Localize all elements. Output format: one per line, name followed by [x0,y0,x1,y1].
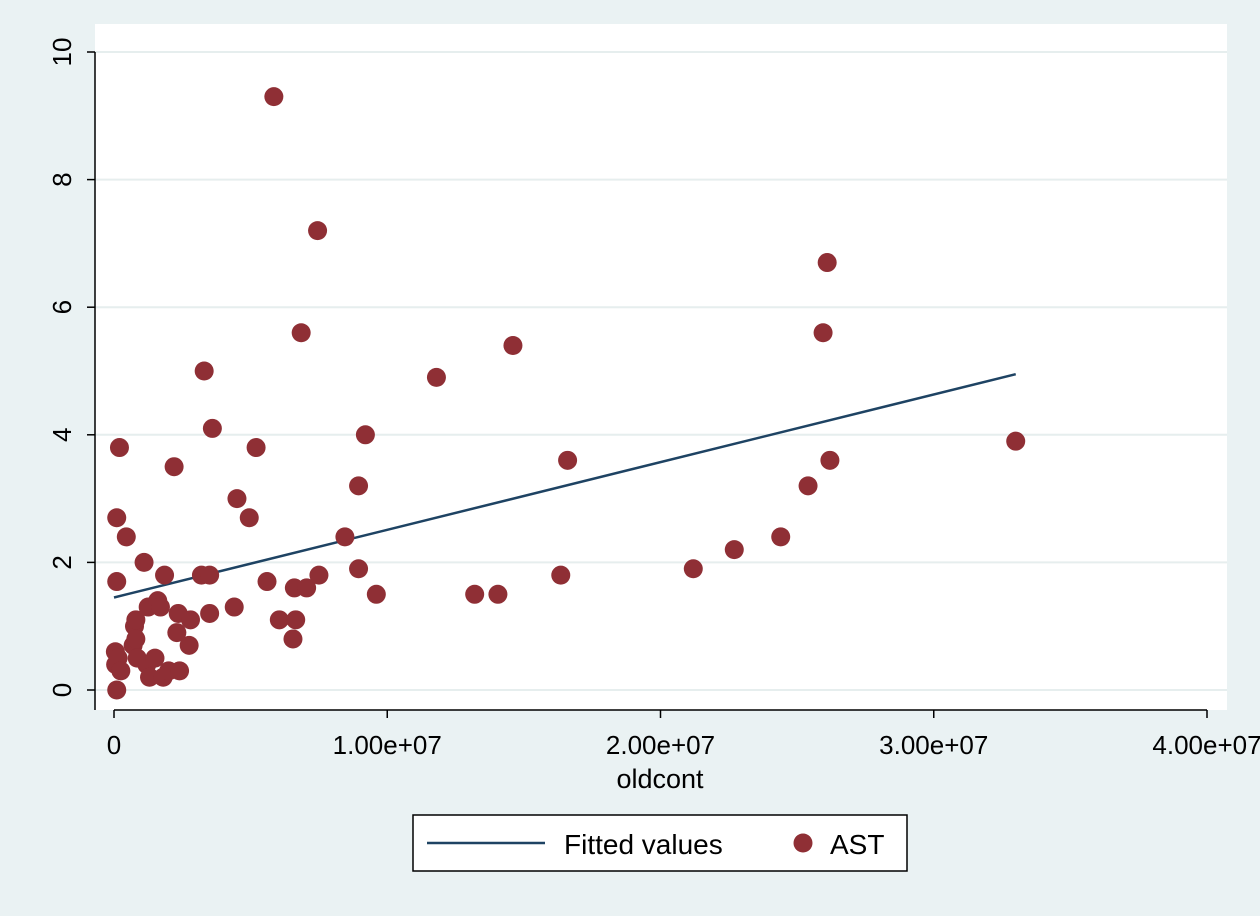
x-tick-label-3: 3.00e+07 [879,730,988,760]
y-axis-ticks: 0 2 4 6 8 10 [47,38,95,697]
data-point-39 [257,572,277,592]
data-point-62 [771,527,791,547]
data-point-20 [150,597,170,617]
data-point-46 [297,578,317,598]
plot-area [95,24,1227,710]
y-tick-label-3: 6 [47,300,77,314]
data-point-47 [308,221,328,241]
data-point-42 [283,629,303,649]
data-point-64 [813,323,833,343]
data-point-66 [820,450,840,470]
data-point-38 [246,438,266,458]
y-tick-label-1: 2 [47,555,77,569]
data-point-7 [111,661,131,681]
data-point-6 [109,438,129,458]
data-point-57 [503,335,523,355]
x-tick-label-1: 1.00e+07 [333,730,442,760]
data-point-65 [817,253,837,273]
data-point-53 [366,584,386,604]
data-point-54 [426,367,446,387]
data-point-31 [194,361,214,381]
data-point-60 [683,559,703,579]
data-point-14 [134,552,154,572]
legend: Fitted values AST [412,814,908,872]
legend-label-fitted: Fitted values [564,829,723,860]
data-point-18 [145,648,165,668]
fitted-line [113,372,1017,599]
x-tick-label-4: 4.00e+07 [1152,730,1260,760]
fitted-line-series [113,372,1017,599]
data-point-33 [200,603,220,623]
data-point-28 [179,635,199,655]
x-axis-ticks: 0 1.00e+07 2.00e+07 3.00e+07 4.00e+07 [107,710,1260,760]
data-point-55 [465,584,485,604]
data-point-36 [227,489,247,509]
data-point-24 [164,457,184,477]
y-tick-label-2: 4 [47,428,77,442]
data-point-22 [155,565,175,585]
data-point-58 [551,565,571,585]
data-point-8 [116,527,136,547]
data-point-45 [291,323,311,343]
data-point-34 [202,418,222,438]
data-point-32 [200,565,220,585]
data-point-63 [798,476,818,496]
data-point-3 [107,572,127,592]
data-point-52 [355,425,375,445]
data-point-56 [488,584,508,604]
x-tick-label-0: 0 [107,730,121,760]
legend-label-ast: AST [830,829,884,860]
data-point-61 [724,540,744,560]
grid-lines [95,51,1227,691]
y-tick-label-4: 8 [47,172,77,186]
data-point-48 [309,565,329,585]
data-point-27 [170,661,190,681]
data-point-50 [349,559,369,579]
data-point-41 [269,610,289,630]
legend-marker-ast [793,833,813,853]
x-tick-label-2: 2.00e+07 [606,730,715,760]
y-tick-label-0: 0 [47,683,77,697]
data-point-12 [126,629,146,649]
data-point-29 [181,610,201,630]
data-point-40 [264,87,284,107]
x-axis-title: oldcont [616,764,704,794]
data-point-11 [126,610,146,630]
data-point-35 [224,597,244,617]
data-point-51 [349,476,369,496]
data-point-59 [558,450,578,470]
data-point-44 [286,610,306,630]
data-point-17 [140,667,160,687]
data-point-67 [1006,431,1026,451]
data-point-4 [107,508,127,528]
data-point-37 [239,508,259,528]
data-point-2 [107,680,127,700]
ast-series [105,87,1026,700]
y-tick-label-5: 10 [47,38,77,67]
data-point-25 [167,623,187,643]
data-point-49 [335,527,355,547]
